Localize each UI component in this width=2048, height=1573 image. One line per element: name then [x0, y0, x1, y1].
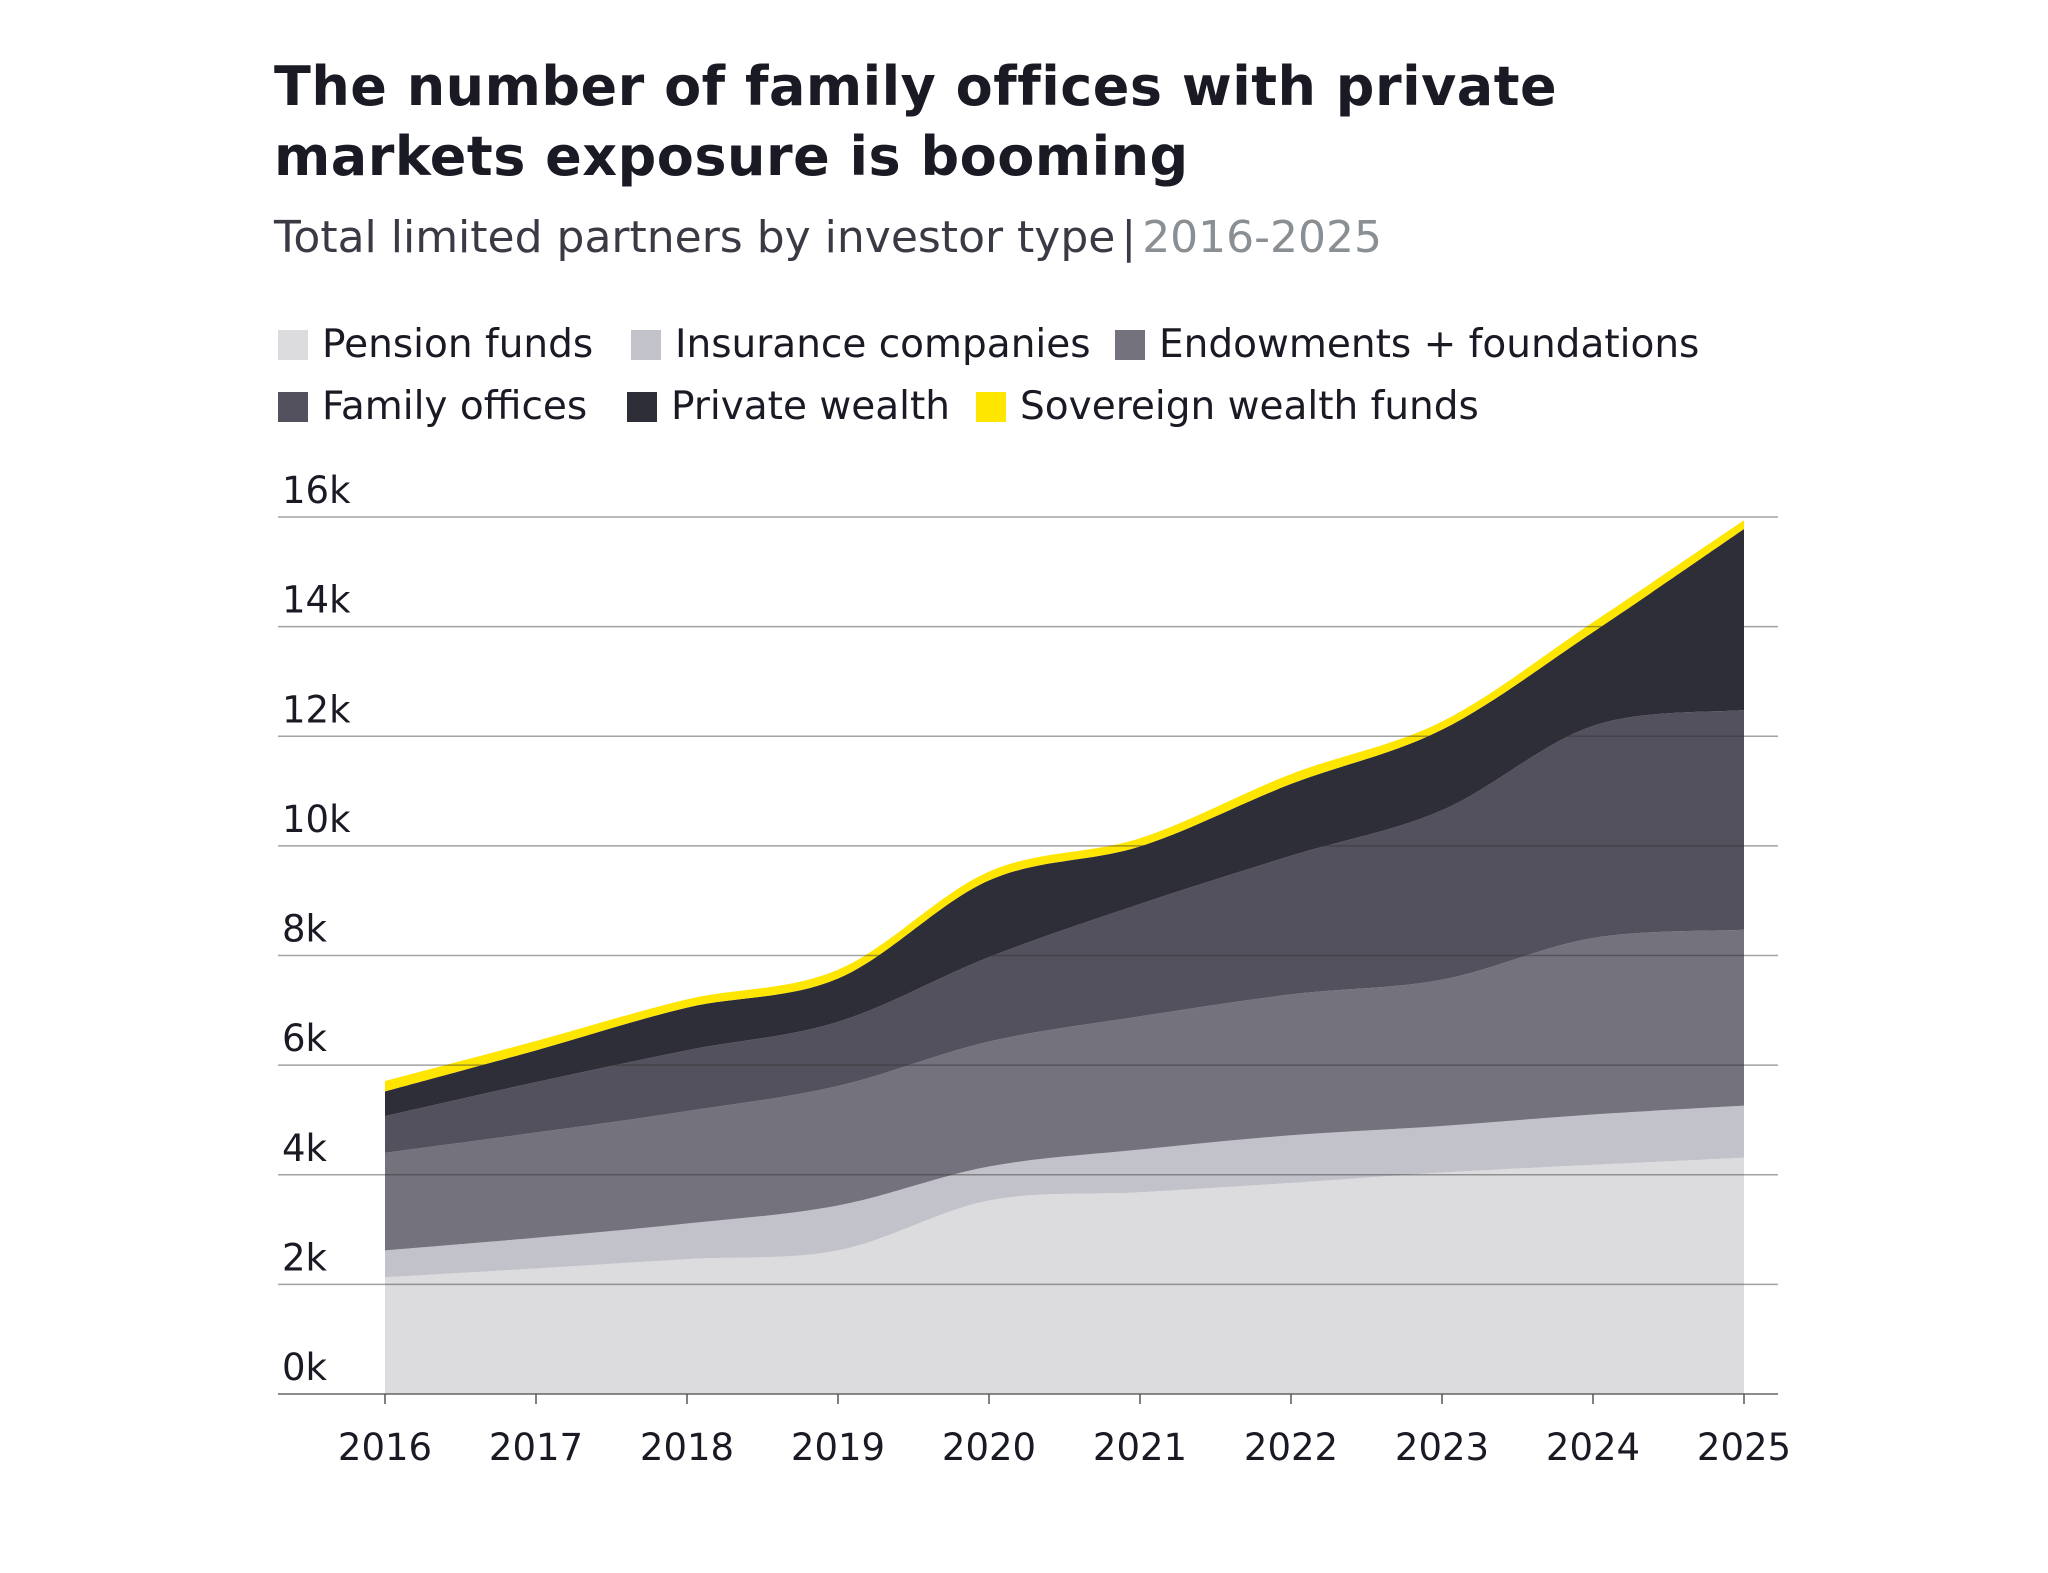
- subtitle-separator: |: [1121, 212, 1137, 263]
- legend-label: Family offices: [322, 384, 588, 429]
- y-tick-label: 14k: [282, 579, 351, 622]
- x-tick-label: 2016: [338, 1426, 432, 1469]
- legend-swatch: [631, 329, 661, 360]
- y-tick-label: 4k: [282, 1127, 328, 1170]
- x-tick-label: 2022: [1244, 1426, 1338, 1469]
- x-tick-label: 2023: [1395, 1426, 1489, 1469]
- area-insurance-companies: [385, 1105, 1744, 1278]
- legend-swatch: [278, 391, 308, 422]
- legend-swatch: [1115, 329, 1145, 360]
- legend-swatch: [278, 329, 308, 360]
- y-tick-label: 16k: [282, 469, 351, 512]
- legend-item-family-offices: Family offices: [278, 384, 587, 429]
- x-tick-label: 2024: [1546, 1426, 1640, 1469]
- y-tick-label: 6k: [282, 1017, 328, 1060]
- x-tick-label: 2017: [489, 1426, 583, 1469]
- legend-label: Insurance companies: [675, 322, 1091, 367]
- legend-item-private-wealth: Private wealth: [627, 384, 950, 429]
- chart-subtitle: Total limited partners by investor type |…: [274, 212, 1382, 263]
- legend-swatch: [627, 391, 657, 422]
- legend-item-endowments-foundations: Endowments + foundations: [1115, 322, 1699, 367]
- area-pension-funds: [385, 1157, 1744, 1394]
- x-tick-label: 2018: [640, 1426, 734, 1469]
- legend-label: Pension funds: [322, 322, 594, 367]
- legend-label: Endowments + foundations: [1159, 322, 1700, 367]
- y-tick-label: 12k: [282, 688, 351, 731]
- subtitle-years: 2016-2025: [1142, 212, 1383, 263]
- area-family-offices: [385, 709, 1744, 1153]
- legend-swatch: [976, 391, 1006, 422]
- x-tick-label: 2025: [1697, 1426, 1791, 1469]
- x-tick-label: 2021: [1093, 1426, 1187, 1469]
- x-tick-label: 2020: [942, 1426, 1036, 1469]
- legend-label: Sovereign wealth funds: [1020, 384, 1479, 429]
- y-tick-label: 2k: [282, 1236, 328, 1279]
- legend-label: Private wealth: [671, 384, 950, 429]
- y-tick-label: 10k: [282, 798, 351, 841]
- subtitle-text: Total limited partners by investor type: [274, 212, 1116, 263]
- legend-item-pension-funds: Pension funds: [278, 322, 593, 367]
- chart-title: The number of family offices with privat…: [274, 55, 1558, 188]
- x-tick-label: 2019: [791, 1426, 885, 1469]
- area-endowments-foundations: [385, 929, 1744, 1251]
- legend-item-insurance-companies: Insurance companies: [631, 322, 1091, 367]
- y-tick-label: 0k: [282, 1346, 328, 1389]
- legend-item-sovereign-wealth-funds: Sovereign wealth funds: [976, 384, 1479, 429]
- area-private-wealth: [385, 529, 1744, 1117]
- y-tick-label: 8k: [282, 908, 328, 951]
